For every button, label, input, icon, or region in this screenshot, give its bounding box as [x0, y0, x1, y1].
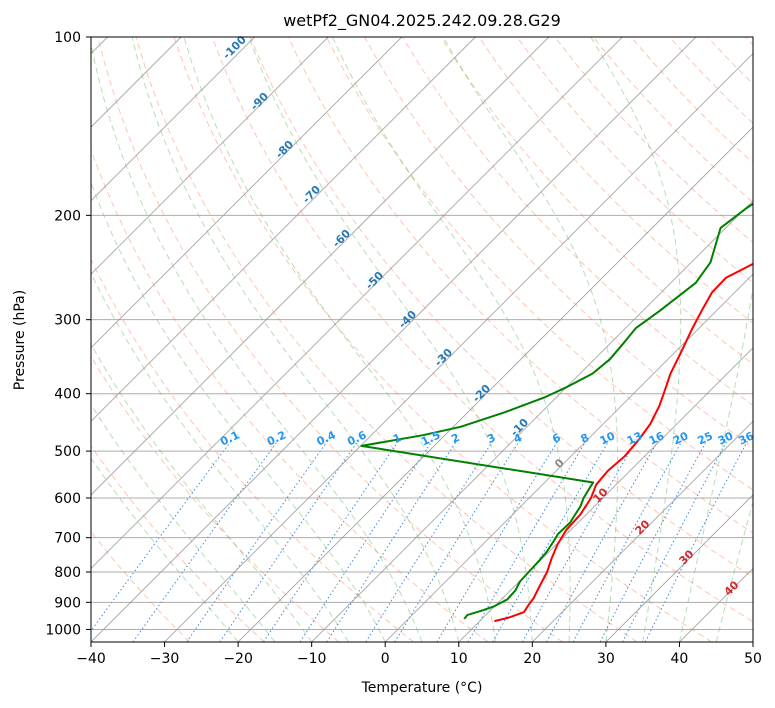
temperature-profile	[494, 262, 753, 623]
mixing-ratio-line	[186, 440, 329, 642]
dry-adiabat	[478, 37, 753, 324]
mixing-ratio-line	[522, 440, 637, 642]
y-tick-label: 300	[54, 313, 81, 329]
mixing-ratio-label: 16	[647, 429, 667, 447]
dry-adiabat	[173, 37, 713, 642]
mixing-ratio-label: 20	[671, 429, 691, 447]
moist-adiabat	[715, 500, 753, 642]
moist-adiabat	[590, 37, 682, 642]
mixing-ratio-line	[644, 440, 749, 642]
dry-adiabat	[326, 37, 753, 491]
moist-adiabat	[91, 403, 276, 642]
mixing-ratio-line	[263, 440, 400, 642]
y-tick-label: 400	[54, 387, 81, 403]
mixing-ratio-line	[219, 440, 359, 642]
sounding-lines	[360, 202, 753, 623]
y-axis-label: Pressure (hPa)	[12, 290, 28, 390]
y-tick-label: 800	[54, 565, 81, 581]
mixing-ratio-line	[467, 440, 587, 642]
moist-adiabat	[183, 37, 497, 642]
dry-adiabat	[211, 37, 753, 623]
dry-adiabat	[135, 37, 638, 642]
dry-adiabat	[287, 37, 753, 534]
isotherm	[531, 420, 753, 642]
y-tick-label: 100	[54, 30, 81, 46]
isotherm	[91, 37, 403, 349]
isotherm	[91, 37, 476, 423]
axis-ticks: −40 −30 −20 −10 0 10 20 30 40 50 100 200 300 400 500 60…	[45, 30, 762, 667]
y-tick-label: 900	[54, 595, 81, 611]
mixing-ratio-line	[394, 440, 520, 642]
mixing-ratio-line	[599, 440, 708, 642]
dewpoint-profile	[360, 202, 753, 620]
mixing-ratio-line	[91, 440, 232, 632]
mixing-ratio-line	[436, 440, 559, 642]
isotherm	[91, 37, 550, 496]
isotherm	[91, 37, 329, 275]
mixing-ratio-label: 13	[625, 429, 644, 447]
dry-adiabat	[630, 37, 753, 164]
y-tick-label: 200	[54, 208, 81, 224]
x-axis-label: Temperature (°C)	[361, 680, 483, 696]
moist-adiabat	[91, 271, 349, 642]
moist-adiabat	[91, 457, 239, 642]
mixing-ratio-label: 25	[696, 429, 715, 447]
dry-adiabat	[97, 37, 563, 642]
isotherm	[164, 52, 753, 642]
mixing-ratio-line	[299, 440, 433, 642]
mixing-ratio-line	[132, 440, 279, 642]
x-tick-label: −10	[297, 651, 327, 667]
dry-adiabat	[249, 37, 753, 578]
x-tick-label: −20	[223, 651, 253, 667]
isotherm	[311, 199, 753, 642]
moist-adiabat	[91, 41, 423, 642]
x-tick-label: 0	[381, 651, 390, 667]
chart-title: wetPf2_GN04.2025.242.09.28.G29	[283, 11, 561, 31]
isotherm	[237, 126, 753, 642]
x-tick-label: −30	[150, 651, 180, 667]
y-tick-label: 1000	[45, 622, 81, 638]
plot-frame	[90, 36, 754, 643]
y-tick-label: 700	[54, 531, 81, 547]
x-tick-label: 30	[597, 651, 615, 667]
y-tick-label: 500	[54, 444, 81, 460]
dry-adiabat	[592, 37, 753, 204]
isotherm	[91, 37, 256, 202]
x-tick-label: 10	[450, 651, 468, 667]
dry-adiabat	[402, 37, 753, 407]
isotherm	[605, 494, 753, 642]
mixing-ratio-label: 30	[716, 429, 736, 447]
dry-adiabat	[91, 445, 265, 642]
moist-adiabat	[248, 37, 533, 642]
moist-adiabat	[131, 37, 460, 642]
isotherm	[91, 37, 697, 642]
x-tick-label: 20	[523, 651, 541, 667]
y-tick-label: 600	[54, 491, 81, 507]
moist-adiabat	[442, 37, 619, 642]
x-tick-label: 40	[671, 651, 689, 667]
x-tick-label: 50	[744, 651, 762, 667]
mixing-ratio-label: 10	[598, 429, 618, 447]
isotherm	[91, 37, 623, 570]
x-tick-label: −40	[76, 651, 106, 667]
dry-adiabat	[91, 258, 414, 642]
moist-adiabat	[678, 284, 753, 642]
moist-adiabat	[332, 37, 571, 642]
mixing-ratio-label: 36	[737, 429, 757, 447]
